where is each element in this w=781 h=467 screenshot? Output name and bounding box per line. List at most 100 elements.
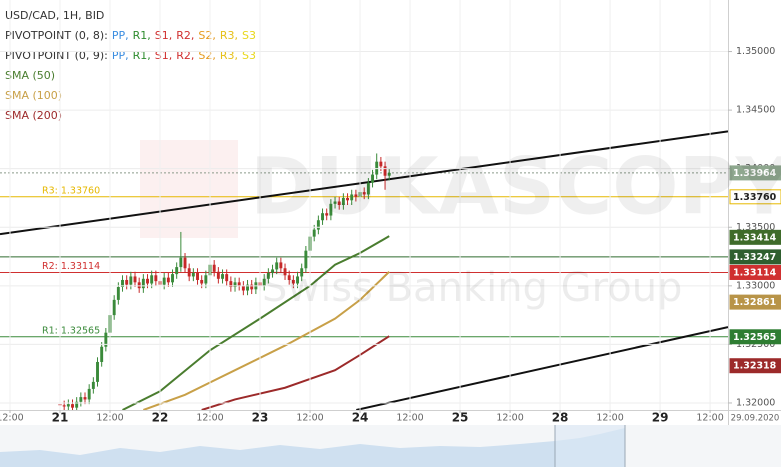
price-label: 1.32565 (733, 332, 776, 343)
candle-body (121, 279, 124, 287)
candle-body (196, 272, 199, 280)
price-label-box (729, 358, 781, 374)
legend-entry: SMA (100) (5, 89, 62, 102)
candle-body (137, 282, 141, 289)
x-tick-label: 12:00 (0, 413, 24, 424)
candle-body (162, 277, 166, 285)
y-tick-label: 1.35000 (736, 46, 775, 57)
date-label: 29.09.2020 (731, 414, 780, 424)
x-tick-label: 25 (452, 411, 469, 425)
legend-label: PIVOTPOINT (0, 8): (5, 29, 108, 42)
candle-body (333, 201, 337, 204)
level-label: R3: 1.33760 (42, 185, 100, 196)
price-label: 1.33760 (733, 192, 777, 203)
watermark-text: DUKASCOPY (250, 142, 781, 232)
candle-body (296, 276, 299, 284)
navigator-area (0, 428, 625, 467)
legend-item: S3 (242, 49, 256, 62)
candle-body (212, 264, 216, 272)
candle-body (191, 272, 195, 277)
candle-body (204, 275, 208, 284)
x-tick-label: 12:00 (296, 413, 323, 424)
candle-body (66, 404, 70, 407)
legend-item: PP, (112, 49, 129, 62)
x-tick-label: 24 (352, 411, 369, 425)
price-label: 1.33247 (733, 252, 776, 263)
candle-body (129, 276, 133, 285)
legend-item: S1, (155, 49, 172, 62)
candle-body (104, 332, 108, 347)
candle-body (146, 278, 149, 284)
price-label: 1.33964 (733, 168, 777, 179)
candle-body (341, 197, 345, 205)
candle-body (379, 161, 383, 167)
candle-body (62, 405, 66, 407)
candle-body (383, 166, 387, 176)
price-label-box (729, 189, 781, 205)
candle-body (321, 213, 324, 221)
price-label: 1.32318 (733, 361, 777, 372)
candle-body (291, 279, 295, 284)
candle-body (279, 262, 283, 269)
candle-body (237, 282, 241, 286)
y-tick-label: 1.32000 (736, 397, 775, 408)
price-label-box (729, 329, 781, 345)
x-tick-label: 12:00 (596, 413, 623, 424)
candle-body (362, 192, 366, 195)
candle-body (283, 268, 287, 276)
y-tick-label: 1.32500 (736, 339, 775, 350)
x-tick-label: 12:00 (96, 413, 123, 424)
candle-body (229, 281, 233, 287)
candle-body (354, 194, 358, 197)
price-label-box (729, 229, 781, 245)
legend: USD/CAD, 1H, BID PIVOTPOINT (0, 8): PP, R1,… (5, 9, 256, 122)
legend-item: R2, (176, 29, 194, 42)
candle-body (366, 182, 370, 195)
candle-body (271, 269, 274, 273)
candle-body (141, 278, 145, 289)
x-tick-label: 12:00 (196, 413, 223, 424)
axes: 1.320001.325001.330001.335001.340001.345… (0, 46, 781, 425)
chart-title: USD/CAD, 1H, BID (5, 9, 104, 22)
candle-body (275, 262, 279, 270)
watermark-logo (140, 140, 238, 238)
y-tick-label: 1.33000 (736, 280, 775, 291)
legend-item: S2, (198, 49, 215, 62)
legend-item: R3, (220, 29, 238, 42)
x-tick-label: 12:00 (696, 413, 723, 424)
candle-body (337, 201, 341, 205)
navigator-window[interactable] (555, 425, 625, 467)
candle-body (346, 197, 349, 201)
price-label: 1.33114 (733, 267, 777, 278)
candle-body (387, 172, 391, 176)
price-label-box (729, 249, 781, 265)
legend-entry: PIVOTPOINT (0, 9): PP, R1, S1, R2, S2, R3, S3 (5, 49, 256, 62)
candle-body (316, 220, 320, 230)
candle-body (71, 404, 74, 408)
candle-body (175, 267, 179, 275)
legend-entry: SMA (200) (5, 109, 62, 122)
candle-body (179, 257, 183, 268)
legend-item: R1, (133, 29, 151, 42)
candle-body (262, 278, 266, 286)
candle-body (87, 388, 91, 400)
x-tick-label: 21 (52, 411, 69, 425)
x-tick-label: 12:00 (496, 413, 523, 424)
candle-body (187, 268, 191, 277)
candle-body (287, 275, 291, 280)
candle-body (150, 275, 154, 284)
candle-body (125, 279, 129, 285)
candle-body (154, 275, 158, 282)
legend-item: PP, (112, 29, 129, 42)
candle-body (171, 274, 174, 283)
candle-body (329, 203, 333, 216)
level-label: R2: 1.33114 (42, 261, 100, 272)
candle-body (83, 397, 87, 400)
legend-label: PIVOTPOINT (0, 9): (5, 49, 108, 62)
candle-body (225, 274, 229, 282)
trend-line (356, 326, 728, 410)
legend-item: S2, (198, 29, 215, 42)
candle-body (325, 213, 329, 216)
legend-item: R3, (220, 49, 238, 62)
